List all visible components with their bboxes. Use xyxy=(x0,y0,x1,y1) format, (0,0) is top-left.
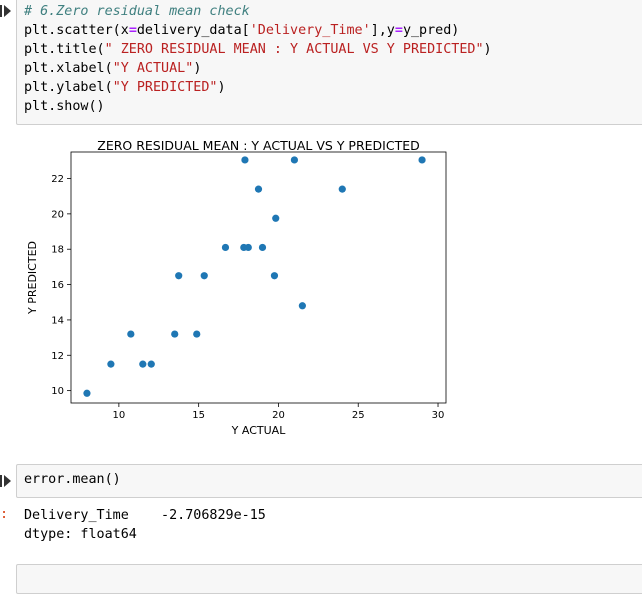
scatter-point xyxy=(171,330,179,338)
chart-title: ZERO RESIDUAL MEAN : Y ACTUAL VS Y PREDI… xyxy=(97,138,420,153)
code-token: ],y xyxy=(370,23,395,38)
scatter-point xyxy=(272,214,280,222)
code-token: 'Delivery_Time' xyxy=(249,23,371,38)
code-line: # 6.Zero residual mean check xyxy=(24,2,250,21)
scatter-point xyxy=(193,330,201,338)
code-line: plt.title(" ZERO RESIDUAL MEAN : Y ACTUA… xyxy=(24,40,492,59)
scatter-point xyxy=(175,272,183,280)
code-token: plt.xlabel( xyxy=(24,61,113,76)
scatter-chart: ZERO RESIDUAL MEAN : Y ACTUAL VS Y PREDI… xyxy=(26,138,447,437)
code-token: plt.title( xyxy=(24,42,105,57)
code-token: "Y ACTUAL" xyxy=(112,61,194,76)
scatter-point xyxy=(298,302,306,310)
plot-frame xyxy=(70,151,447,404)
code-token: delivery_data[ xyxy=(136,23,250,38)
y-tick-label: 20 xyxy=(51,209,64,220)
code-token: "Y PREDICTED" xyxy=(112,80,218,95)
code-token: plt.ylabel( xyxy=(24,80,113,95)
run-cell-icon[interactable] xyxy=(0,474,12,488)
x-tick-label: 30 xyxy=(432,410,445,421)
code-cell[interactable]: error.mean() xyxy=(16,464,642,498)
scatter-point xyxy=(244,243,252,252)
code-token: " ZERO RESIDUAL MEAN : Y ACTUAL VS Y PRE… xyxy=(104,42,484,57)
output-line: Delivery_Time -2.706829e-15 xyxy=(24,508,266,523)
x-tick-label: 25 xyxy=(352,410,365,421)
scatter-point xyxy=(83,389,91,397)
code-token: ) xyxy=(193,61,202,76)
scatter-point xyxy=(270,272,279,280)
y-tick-label: 22 xyxy=(51,174,64,185)
y-tick-label: 18 xyxy=(51,245,64,256)
scatter-point xyxy=(254,185,263,193)
scatter-point xyxy=(290,156,299,164)
code-line: plt.scatter(x=delivery_data['Delivery_Ti… xyxy=(24,21,459,40)
output-line: dtype: float64 xyxy=(24,527,137,542)
code-token: = xyxy=(394,23,403,38)
code-cell[interactable]: # 6.Zero residual mean check plt.scatter(… xyxy=(16,0,642,125)
x-tick-label: 15 xyxy=(192,410,205,421)
code-line: plt.xlabel("Y ACTUAL") xyxy=(24,59,201,78)
code-token: = xyxy=(128,23,137,38)
x-tick-label: 10 xyxy=(113,410,126,421)
scatter-point xyxy=(338,185,346,193)
scatter-point xyxy=(107,360,115,368)
code-token: plt.scatter(x xyxy=(24,23,129,38)
y-tick-label: 12 xyxy=(51,351,64,362)
code-token: plt.show() xyxy=(24,99,105,114)
code-cell[interactable] xyxy=(16,564,642,594)
scatter-point xyxy=(200,272,208,280)
y-tick-label: 14 xyxy=(51,315,64,326)
x-tick-label: 20 xyxy=(272,410,285,421)
y-tick-label: 10 xyxy=(51,386,64,397)
scatter-point xyxy=(258,243,267,252)
code-token: ) xyxy=(483,42,492,57)
scatter-point xyxy=(418,156,426,164)
y-axis-label: Y PREDICTED xyxy=(26,241,39,315)
scatter-point xyxy=(241,156,249,164)
run-cell-icon[interactable] xyxy=(0,4,12,18)
code-token: ) xyxy=(217,80,226,95)
code-line: plt.show() xyxy=(24,97,105,116)
code-line: plt.ylabel("Y PREDICTED") xyxy=(24,78,226,97)
code-token: error.mean() xyxy=(24,472,121,487)
code-line: error.mean() xyxy=(24,470,121,489)
scatter-point xyxy=(127,330,135,338)
scatter-point xyxy=(147,360,155,368)
plot-output: ZERO RESIDUAL MEAN : Y ACTUAL VS Y PREDI… xyxy=(0,130,642,450)
output-prompt: : xyxy=(0,507,9,522)
x-axis-label: Y ACTUAL xyxy=(231,424,287,437)
y-tick-label: 16 xyxy=(51,280,64,291)
scatter-point xyxy=(221,243,230,252)
code-token: y_pred) xyxy=(402,23,460,38)
code-token: # 6.Zero residual mean check xyxy=(24,4,250,19)
scatter-point xyxy=(139,360,147,368)
